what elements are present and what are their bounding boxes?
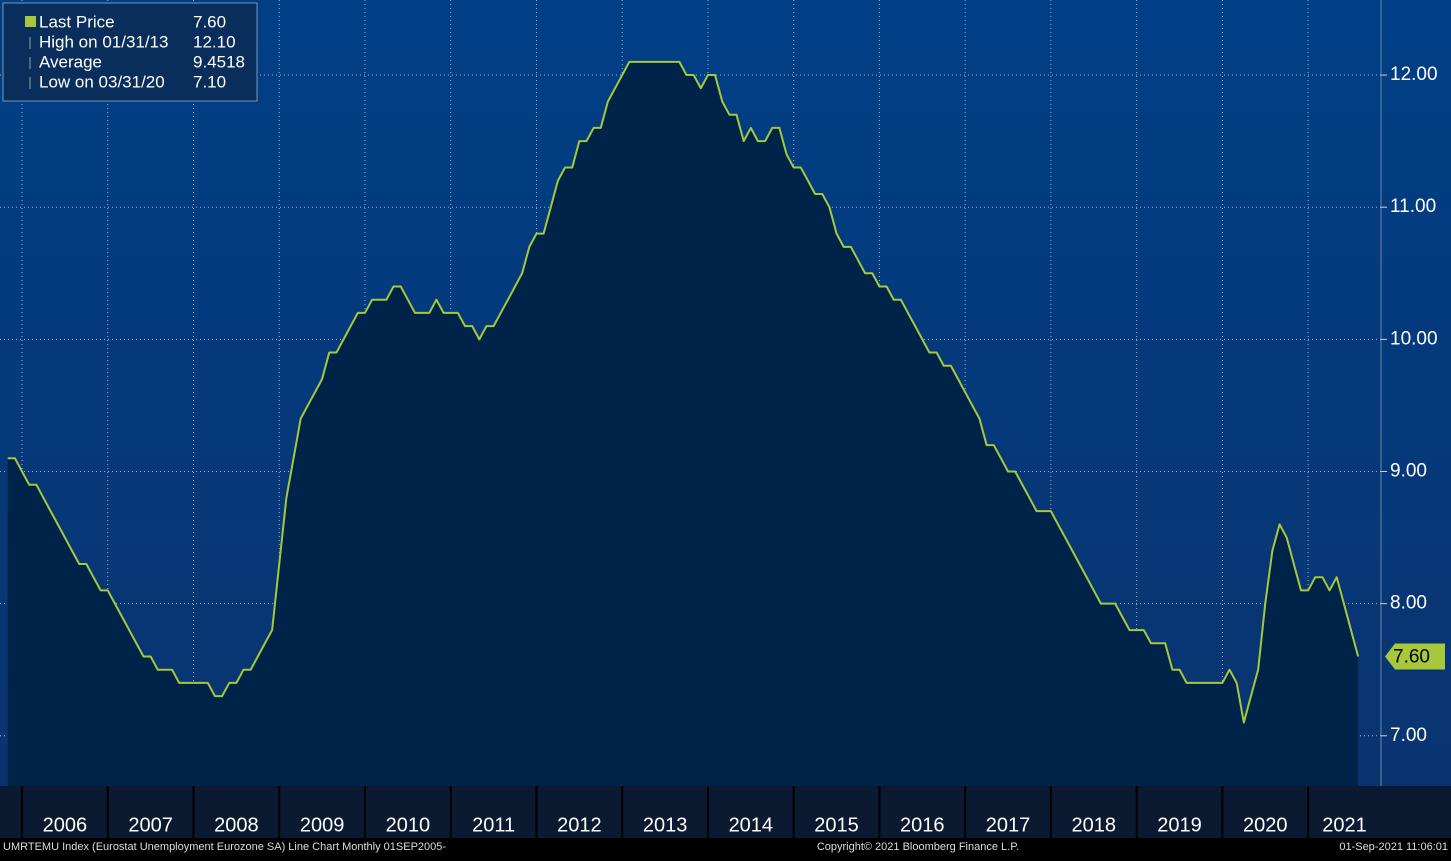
last-value-badge: [1385, 643, 1445, 670]
legend-value: 12.10: [193, 32, 236, 51]
footer-right: 01-Sep-2021 11:06:01: [1339, 841, 1448, 853]
legend-value: 7.60: [193, 12, 226, 31]
legend-label: Average: [39, 52, 102, 71]
legend-label: High on 01/31/13: [39, 32, 169, 51]
x-tick-label: 2021: [1322, 814, 1367, 836]
last-value-label: 7.60: [1393, 647, 1430, 668]
x-tick-label: 2011: [472, 814, 515, 836]
x-tick-label: 2017: [986, 814, 1031, 836]
y-tick-label: 9.00: [1390, 461, 1427, 482]
legend-value: 7.10: [193, 72, 226, 91]
x-tick-label: 2016: [900, 814, 945, 836]
footer-band: [0, 838, 1451, 856]
legend-box: [2, 2, 258, 102]
y-tick-label: 8.00: [1390, 593, 1427, 614]
footer-left: UMRTEMU Index (Eurostat Unemployment Eur…: [3, 841, 446, 853]
footer-center: Copyright© 2021 Bloomberg Finance L.P.: [817, 841, 1019, 853]
x-tick-label: 2015: [814, 814, 859, 836]
x-tick-label: 2009: [300, 814, 345, 836]
x-tick-label: 2014: [729, 814, 774, 836]
line: [7, 60, 1360, 724]
area: [7, 61, 1359, 786]
y-tick-label: 12.00: [1390, 64, 1438, 85]
legend-label: Last Price: [39, 12, 115, 31]
y-tick-label: 7.00: [1390, 725, 1427, 746]
x-tick-label: 2008: [214, 814, 259, 836]
y-tick-label: 10.00: [1390, 328, 1438, 349]
x-tick-label: 2012: [557, 814, 602, 836]
x-tick-label: 2013: [643, 814, 688, 836]
x-tick-label: 2006: [43, 814, 88, 836]
y-tick-label: 11.00: [1390, 196, 1436, 217]
legend-swatch: [25, 16, 36, 27]
legend-value: 9.4518: [193, 52, 245, 71]
legend-label: Low on 03/31/20: [39, 72, 165, 91]
x-axis-band: [0, 786, 1451, 838]
x-tick-label: 2010: [386, 814, 431, 836]
x-tick-label: 2019: [1157, 814, 1202, 836]
x-tick-label: 2020: [1243, 814, 1288, 836]
x-tick-label: 2018: [1072, 814, 1117, 836]
x-tick-label: 2007: [128, 814, 173, 836]
